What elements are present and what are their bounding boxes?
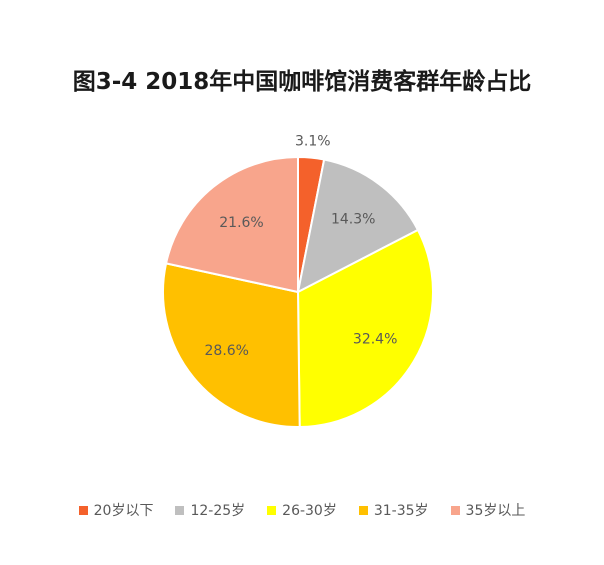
slice-label-5: 21.6% — [219, 215, 263, 231]
legend-label: 26-30岁 — [282, 503, 337, 519]
pie-slice-4 — [162, 262, 301, 428]
legend-label: 12-25岁 — [190, 503, 246, 519]
slice-label-3: 32.4% — [353, 331, 397, 347]
chart-title: 图3-4 2018年中国咖啡馆消费客群年龄占比 — [72, 69, 532, 95]
slice-label-1: 3.1% — [295, 134, 331, 150]
legend-swatch — [78, 505, 88, 515]
slice-label-4: 28.6% — [205, 343, 249, 359]
slice-label-2: 14.3% — [331, 211, 375, 227]
legend-swatch — [358, 505, 368, 515]
legend-label: 35岁以上 — [465, 503, 526, 519]
legend-swatch — [450, 505, 460, 515]
pie-slice-5 — [164, 155, 299, 294]
pie-slice-3 — [296, 228, 434, 429]
pie-slice-2 — [296, 158, 420, 294]
legend-item: 35岁以上 — [450, 500, 526, 520]
legend-item: 12-25岁 — [175, 500, 245, 520]
legend: 20岁以下 12-25岁 26-30岁 31-35岁 35岁以上 — [0, 500, 604, 520]
legend-item: 31-35岁 — [358, 500, 429, 520]
legend-item: 26-30岁 — [267, 500, 337, 520]
legend-label: 31-35岁 — [373, 503, 429, 519]
legend-item: 20岁以下 — [78, 500, 154, 520]
legend-label: 20岁以下 — [93, 503, 154, 519]
legend-swatch — [175, 505, 185, 515]
legend-swatch — [267, 505, 277, 515]
